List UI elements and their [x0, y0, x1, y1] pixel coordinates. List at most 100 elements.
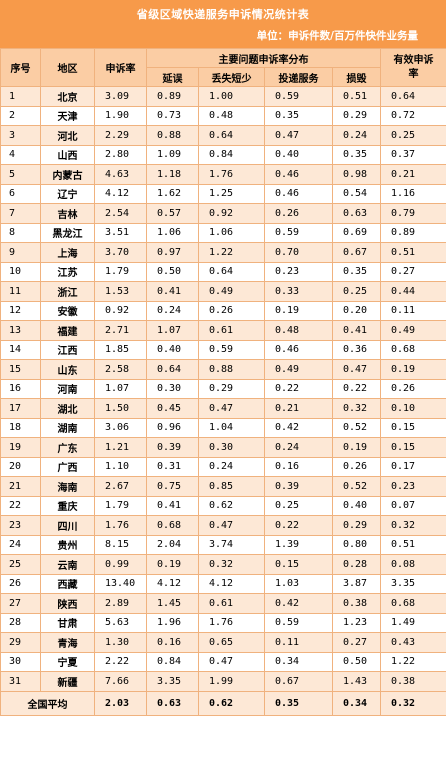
header-valid-rate-text: 有效申诉率 [393, 54, 434, 80]
row-valid-rate: 1.22 [380, 651, 446, 672]
row-region: 西藏 [40, 573, 95, 594]
table-row: 1 北京 3.09 0.89 1.00 0.59 0.51 0.64 [0, 86, 446, 107]
row-region: 上海 [40, 242, 95, 263]
header-valid-rate: 有效申诉率 [380, 48, 446, 87]
row-valid-rate: 0.08 [380, 554, 446, 575]
average-lost: 0.62 [198, 690, 265, 716]
row-delivery: 0.59 [264, 86, 333, 107]
row-index: 2 [0, 105, 41, 126]
row-region: 宁夏 [40, 651, 95, 672]
row-valid-rate: 0.44 [380, 281, 446, 302]
row-index: 9 [0, 242, 41, 263]
table-title: 省级区域快递服务申诉情况统计表 [136, 8, 310, 21]
row-delay: 1.09 [146, 144, 199, 165]
row-index: 7 [0, 203, 41, 224]
row-lost: 0.61 [198, 593, 265, 614]
table-row: 30 宁夏 2.22 0.84 0.47 0.34 0.50 1.22 [0, 651, 446, 672]
row-index: 21 [0, 476, 41, 497]
row-lost: 1.00 [198, 86, 265, 107]
row-rate: 1.30 [94, 632, 147, 653]
row-region: 内蒙古 [40, 164, 95, 185]
row-rate: 1.53 [94, 281, 147, 302]
title-bar: 省级区域快递服务申诉情况统计表 单位：申诉件数/百万件快件业务量 [0, 0, 446, 48]
row-index: 19 [0, 437, 41, 458]
row-delay: 1.45 [146, 593, 199, 614]
row-rate: 1.76 [94, 515, 147, 536]
row-rate: 4.63 [94, 164, 147, 185]
table-row: 15 山东 2.58 0.64 0.88 0.49 0.47 0.19 [0, 359, 446, 380]
header-rate: 申诉率 [94, 48, 147, 87]
row-lost: 0.59 [198, 339, 265, 360]
row-delay: 0.73 [146, 105, 199, 126]
row-valid-rate: 0.23 [380, 476, 446, 497]
table-row: 8 黑龙江 3.51 1.06 1.06 0.59 0.69 0.89 [0, 222, 446, 243]
table-row: 4 山西 2.80 1.09 0.84 0.40 0.35 0.37 [0, 144, 446, 165]
row-damage: 1.23 [332, 612, 381, 633]
average-delivery: 0.35 [264, 690, 333, 716]
row-valid-rate: 0.17 [380, 456, 446, 477]
row-lost: 0.49 [198, 281, 265, 302]
row-delivery: 0.35 [264, 105, 333, 126]
row-rate: 2.29 [94, 125, 147, 146]
row-valid-rate: 0.68 [380, 339, 446, 360]
row-delay: 0.41 [146, 495, 199, 516]
row-damage: 0.98 [332, 164, 381, 185]
header-problem-group: 主要问题申诉率分布 [146, 48, 381, 68]
table-row: 25 云南 0.99 0.19 0.32 0.15 0.28 0.08 [0, 554, 446, 575]
row-delay: 0.64 [146, 359, 199, 380]
average-valid-rate: 0.32 [380, 690, 446, 716]
row-lost: 0.29 [198, 378, 265, 399]
header-region: 地区 [40, 48, 95, 87]
row-delivery: 0.67 [264, 671, 333, 692]
row-region: 甘肃 [40, 612, 95, 633]
row-delay: 0.16 [146, 632, 199, 653]
row-delay: 2.04 [146, 534, 199, 555]
table-row: 13 福建 2.71 1.07 0.61 0.48 0.41 0.49 [0, 320, 446, 341]
row-damage: 0.52 [332, 417, 381, 438]
row-delay: 0.24 [146, 300, 199, 321]
row-lost: 4.12 [198, 573, 265, 594]
row-delay: 1.07 [146, 320, 199, 341]
table-row: 23 四川 1.76 0.68 0.47 0.22 0.29 0.32 [0, 515, 446, 536]
row-lost: 1.25 [198, 183, 265, 204]
table-row: 14 江西 1.85 0.40 0.59 0.46 0.36 0.68 [0, 339, 446, 360]
row-damage: 0.19 [332, 437, 381, 458]
row-damage: 0.26 [332, 456, 381, 477]
row-delivery: 0.48 [264, 320, 333, 341]
row-delivery: 1.39 [264, 534, 333, 555]
row-rate: 1.79 [94, 261, 147, 282]
row-index: 22 [0, 495, 41, 516]
row-index: 14 [0, 339, 41, 360]
row-region: 重庆 [40, 495, 95, 516]
average-rate: 2.03 [94, 690, 147, 716]
row-lost: 0.61 [198, 320, 265, 341]
row-valid-rate: 0.15 [380, 437, 446, 458]
row-index: 12 [0, 300, 41, 321]
row-rate: 7.66 [94, 671, 147, 692]
row-lost: 1.76 [198, 164, 265, 185]
table-row: 5 内蒙古 4.63 1.18 1.76 0.46 0.98 0.21 [0, 164, 446, 185]
row-lost: 0.48 [198, 105, 265, 126]
header-delay: 延误 [146, 67, 199, 87]
row-valid-rate: 0.10 [380, 398, 446, 419]
row-region: 贵州 [40, 534, 95, 555]
row-rate: 1.85 [94, 339, 147, 360]
row-delay: 0.50 [146, 261, 199, 282]
row-damage: 0.51 [332, 86, 381, 107]
row-region: 云南 [40, 554, 95, 575]
row-valid-rate: 0.19 [380, 359, 446, 380]
row-index: 8 [0, 222, 41, 243]
row-delivery: 0.42 [264, 417, 333, 438]
row-lost: 0.64 [198, 261, 265, 282]
row-lost: 0.62 [198, 495, 265, 516]
row-damage: 0.20 [332, 300, 381, 321]
row-delay: 1.06 [146, 222, 199, 243]
table-row: 11 浙江 1.53 0.41 0.49 0.33 0.25 0.44 [0, 281, 446, 302]
row-index: 26 [0, 573, 41, 594]
row-rate: 0.99 [94, 554, 147, 575]
row-damage: 1.43 [332, 671, 381, 692]
row-rate: 2.54 [94, 203, 147, 224]
row-index: 31 [0, 671, 41, 692]
row-lost: 0.64 [198, 125, 265, 146]
